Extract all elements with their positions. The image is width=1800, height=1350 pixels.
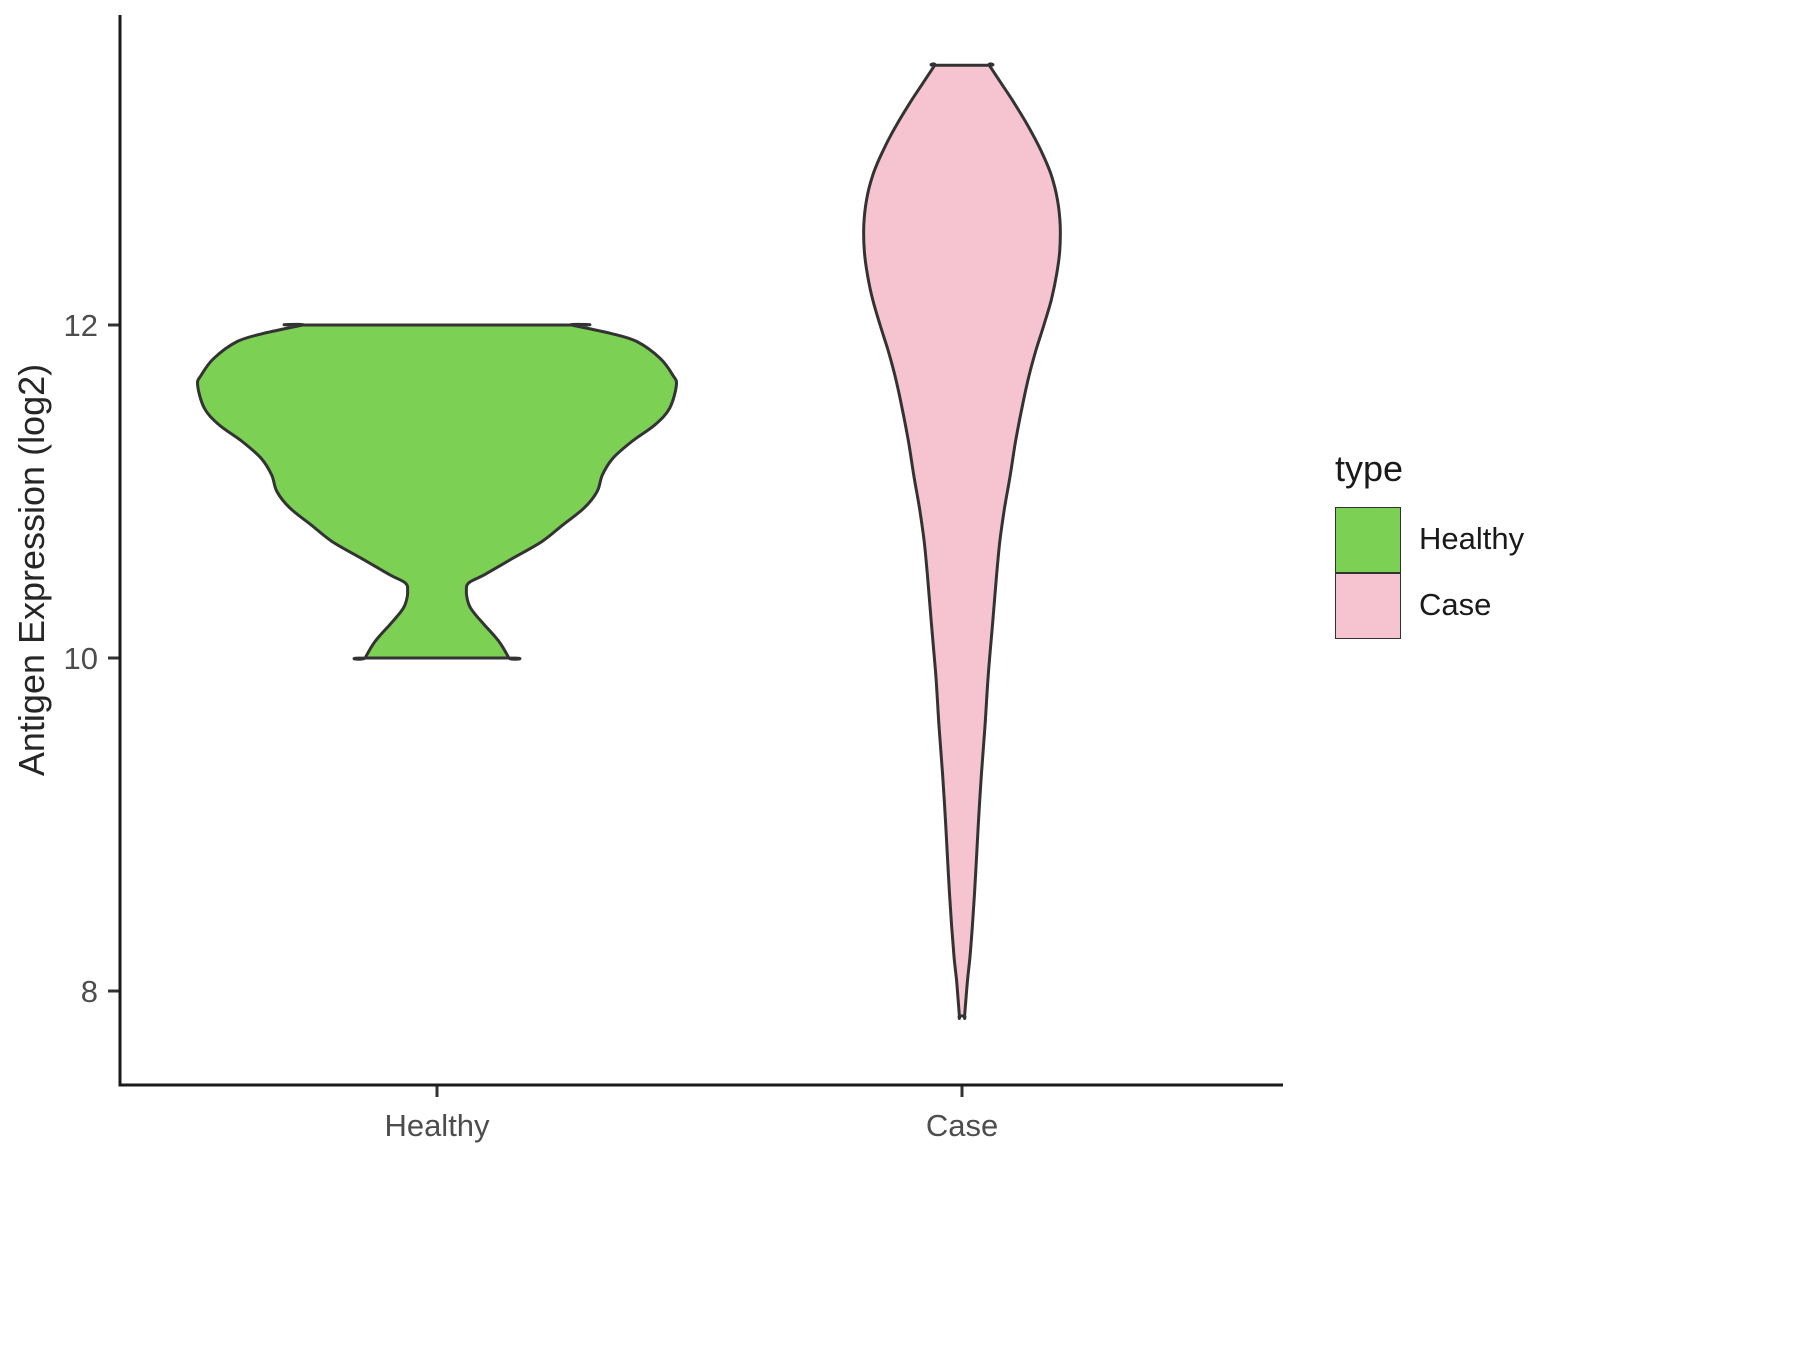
ticks-layer bbox=[108, 323, 964, 1097]
tick-labels-layer: 12 10 8 Healthy Case bbox=[64, 308, 999, 1143]
legend: type Healthy Case bbox=[1335, 448, 1525, 639]
legend-item-case: Case bbox=[1335, 572, 1524, 639]
x-category-label: Case bbox=[926, 1108, 998, 1143]
legend-item-healthy: Healthy bbox=[1335, 506, 1525, 573]
legend-swatch-healthy bbox=[1335, 506, 1401, 573]
violin-healthy bbox=[196, 322, 678, 661]
y-tick-label: 8 bbox=[81, 974, 98, 1009]
y-axis-title: Antigen Expression (log2) bbox=[11, 364, 52, 776]
x-category-label: Healthy bbox=[384, 1108, 490, 1143]
violins-layer bbox=[196, 62, 1062, 1020]
legend-label-healthy: Healthy bbox=[1419, 521, 1525, 556]
legend-title: type bbox=[1335, 448, 1404, 489]
violin-case bbox=[862, 62, 1062, 1020]
legend-swatch-case bbox=[1335, 572, 1401, 639]
y-tick-label: 10 bbox=[64, 641, 98, 676]
legend-label-case: Case bbox=[1419, 587, 1492, 622]
y-tick-label: 12 bbox=[64, 308, 98, 343]
